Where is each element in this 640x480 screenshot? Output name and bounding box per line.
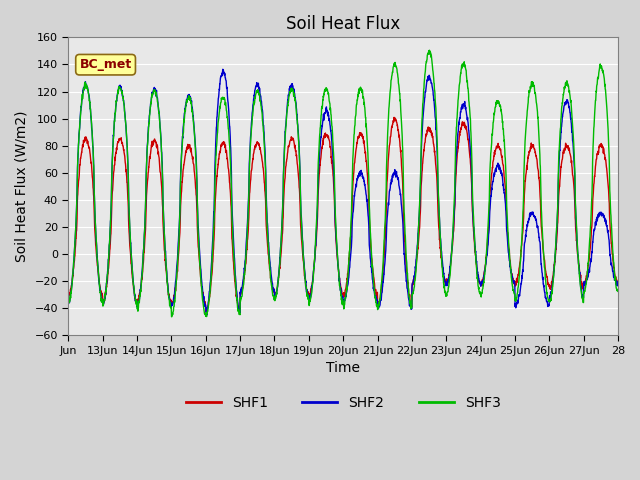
SHF1	[607, 229, 614, 235]
SHF2	[239, 284, 246, 289]
SHF2	[65, 300, 72, 306]
Line: SHF1: SHF1	[68, 118, 618, 313]
Text: BC_met: BC_met	[79, 58, 132, 71]
SHF2	[614, 281, 621, 287]
SHF2	[203, 312, 211, 318]
X-axis label: Time: Time	[326, 361, 360, 375]
SHF1	[509, 276, 516, 281]
Line: SHF2: SHF2	[68, 69, 618, 315]
Title: Soil Heat Flux: Soil Heat Flux	[286, 15, 400, 33]
Y-axis label: Soil Heat Flux (W/m2): Soil Heat Flux (W/m2)	[15, 110, 29, 262]
SHF1	[376, 294, 384, 300]
SHF2	[607, 254, 614, 260]
Line: SHF3: SHF3	[68, 50, 618, 317]
SHF1	[65, 289, 72, 295]
SHF1	[614, 278, 621, 284]
SHF3	[509, 288, 516, 293]
SHF1	[238, 286, 246, 291]
Legend: SHF1, SHF2, SHF3: SHF1, SHF2, SHF3	[180, 390, 506, 415]
SHF2	[120, 98, 127, 104]
SHF2	[219, 66, 227, 72]
SHF3	[238, 293, 246, 299]
SHF3	[607, 205, 614, 211]
SHF3	[426, 48, 433, 53]
SHF3	[376, 296, 384, 302]
SHF1	[390, 115, 398, 120]
SHF1	[540, 254, 548, 260]
SHF1	[236, 311, 243, 316]
SHF2	[509, 278, 516, 284]
SHF3	[614, 288, 621, 294]
SHF3	[120, 97, 127, 103]
SHF2	[540, 283, 548, 288]
SHF3	[65, 300, 72, 306]
SHF2	[377, 297, 385, 302]
SHF3	[168, 314, 175, 320]
SHF1	[120, 145, 127, 151]
SHF3	[540, 255, 548, 261]
